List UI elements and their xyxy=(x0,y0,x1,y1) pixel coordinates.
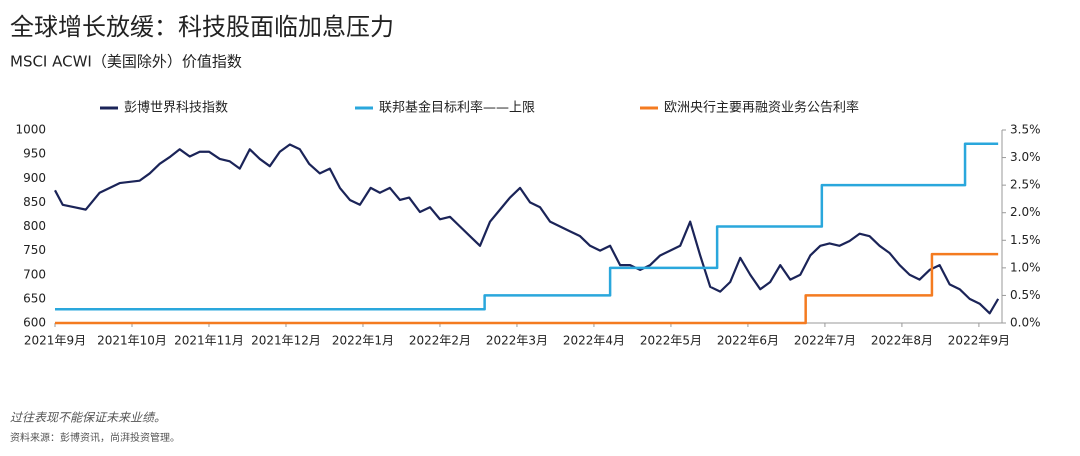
chart-title: 全球增长放缓：科技股面临加息压力 xyxy=(10,13,394,41)
x-tick-label: 2021年10月 xyxy=(97,334,167,348)
x-tick-label: 2022年5月 xyxy=(640,334,702,348)
x-tick-label: 2022年1月 xyxy=(332,334,394,348)
x-tick-label: 2022年8月 xyxy=(871,334,933,348)
y2-tick-label: 3.0% xyxy=(1010,150,1041,164)
y-tick-label: 700 xyxy=(23,267,46,281)
note: 过往表现不能保证未来业绩。 xyxy=(10,411,166,425)
x-tick-label: 2022年7月 xyxy=(794,334,856,348)
y2-tick-label: 2.0% xyxy=(1010,205,1041,219)
y-tick-label: 950 xyxy=(23,147,46,161)
series-line xyxy=(55,142,999,311)
series-line xyxy=(54,143,1000,315)
legend-label: 联邦基金目标利率——上限 xyxy=(379,100,535,116)
x-tick-label: 2021年12月 xyxy=(251,334,321,348)
series-line xyxy=(55,252,999,325)
legend-label: 彭博世界科技指数 xyxy=(124,101,228,116)
y-tick-label: 650 xyxy=(23,291,46,305)
chart-subtitle: MSCI ACWI（美国除外）价值指数 xyxy=(10,53,242,71)
x-tick-label: 2022年4月 xyxy=(563,334,625,348)
y2-tick-label: 1.5% xyxy=(1010,233,1041,247)
y-tick-label: 900 xyxy=(23,171,46,185)
y-tick-label: 750 xyxy=(23,243,46,257)
y2-tick-label: 0.5% xyxy=(1010,288,1041,302)
x-tick-label: 2022年2月 xyxy=(409,334,471,348)
note: 资料来源：彭博资讯，尚湃投资管理。 xyxy=(10,431,180,444)
y2-tick-label: 3.5% xyxy=(1010,123,1041,137)
legend-label: 欧洲央行主要再融资业务公告利率 xyxy=(664,100,859,116)
x-tick-label: 2021年9月 xyxy=(24,334,86,348)
y2-tick-label: 0.0% xyxy=(1010,316,1041,330)
y-tick-label: 600 xyxy=(23,316,46,330)
y2-tick-label: 1.0% xyxy=(1010,260,1041,274)
y2-tick-label: 2.5% xyxy=(1010,178,1041,192)
x-tick-label: 2022年9月 xyxy=(948,334,1010,348)
x-tick-label: 2021年11月 xyxy=(174,334,244,348)
x-tick-label: 2022年3月 xyxy=(486,334,548,348)
y-tick-label: 1000 xyxy=(15,123,46,137)
x-tick-label: 2022年6月 xyxy=(717,334,779,348)
y-tick-label: 800 xyxy=(23,219,46,233)
y-tick-label: 850 xyxy=(23,195,46,209)
